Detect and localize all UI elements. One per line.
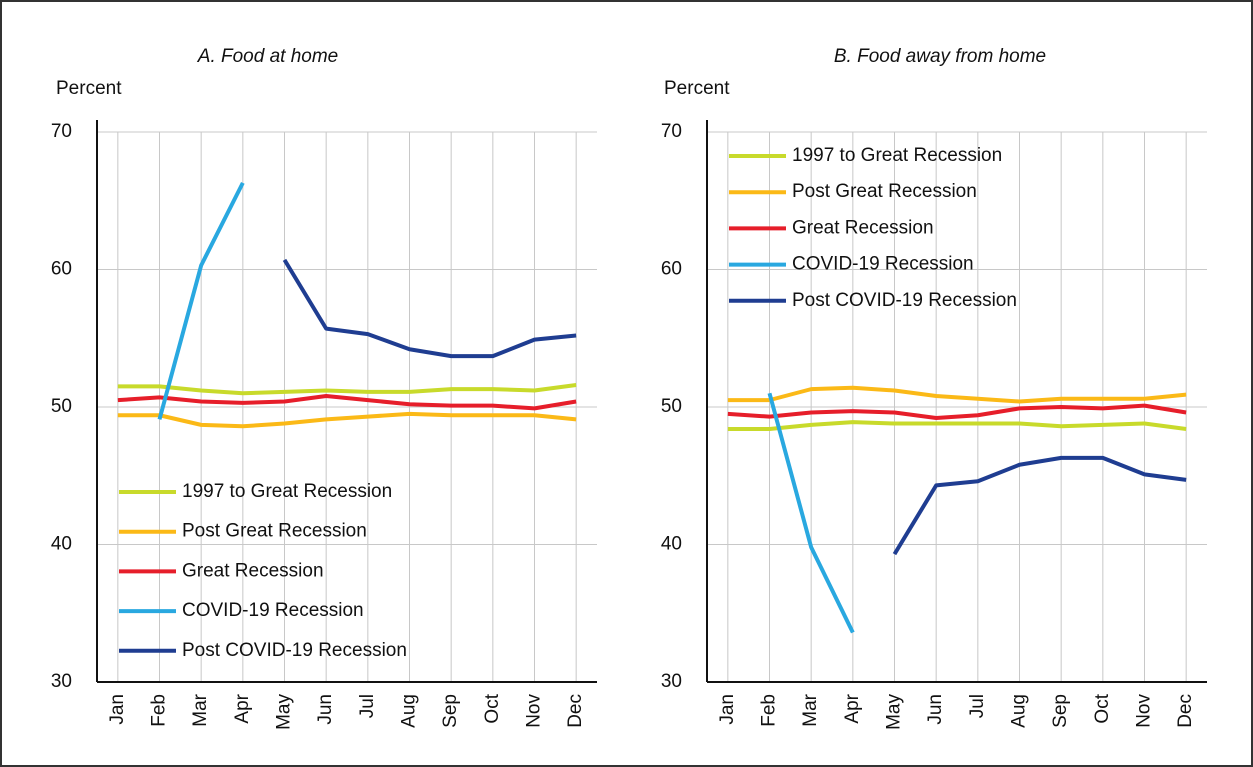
chart-title: B. Food away from home [834,46,1046,67]
y-tick-label: 60 [661,259,682,280]
x-tick-label: Jul [357,694,378,718]
series-line [117,411,577,429]
x-tick-label: Feb [759,694,780,727]
y-tick-label: 60 [51,259,72,280]
x-tick-label: Dec [1175,694,1196,728]
x-tick-label: Sep [1050,694,1071,728]
x-tick-label: Mar [190,693,211,726]
legend-label: 1997 to Great Recession [792,145,1002,166]
x-tick-label: Dec [565,694,586,728]
series-line [892,455,1187,556]
y-tick-label: 40 [661,534,682,555]
chart-title: A. Food at home [197,46,338,67]
x-tick-label: Nov [524,694,545,728]
series-line [727,403,1187,420]
series-line [117,383,577,396]
series-line [727,420,1187,431]
x-tick-label: Jul [967,694,988,718]
legend-label: Post COVID-19 Recession [792,290,1017,311]
y-tick-label: 40 [51,534,72,555]
x-tick-label: Jun [315,694,336,725]
legend-label: Post Great Recession [182,521,367,542]
y-tick-label: 30 [661,671,682,692]
x-tick-label: Mar [800,693,821,726]
legend-label: COVID-19 Recession [182,600,364,621]
x-tick-label: May [884,694,905,730]
x-tick-label: May [274,694,295,730]
x-tick-label: Apr [232,693,253,723]
legend-label: Post COVID-19 Recession [182,640,407,661]
series-line [117,394,577,411]
legend-label: Great Recession [182,560,324,581]
series-line [767,392,855,634]
legend-label: COVID-19 Recession [792,254,974,275]
y-tick-label: 30 [51,671,72,692]
y-axis-label: Percent [664,78,730,99]
x-tick-label: Feb [149,694,170,727]
x-tick-label: Oct [482,693,503,723]
legend-label: 1997 to Great Recession [182,481,392,502]
x-tick-label: Jan [717,694,738,725]
series-line [727,385,1187,404]
x-tick-label: Jan [107,694,128,725]
y-tick-label: 70 [661,121,682,142]
x-tick-label: Apr [842,693,863,723]
x-tick-label: Aug [399,694,420,728]
y-axis-label: Percent [56,78,122,99]
x-tick-label: Oct [1092,693,1113,723]
y-tick-label: 50 [661,396,682,417]
y-tick-label: 70 [51,121,72,142]
legend-label: Post Great Recession [792,181,977,202]
series-line [282,258,577,359]
legend-label: Great Recession [792,217,934,238]
x-tick-label: Sep [440,694,461,728]
y-tick-label: 50 [51,396,72,417]
x-tick-label: Nov [1134,694,1155,728]
series-line [157,181,245,420]
x-tick-label: Jun [925,694,946,725]
x-tick-label: Aug [1009,694,1030,728]
